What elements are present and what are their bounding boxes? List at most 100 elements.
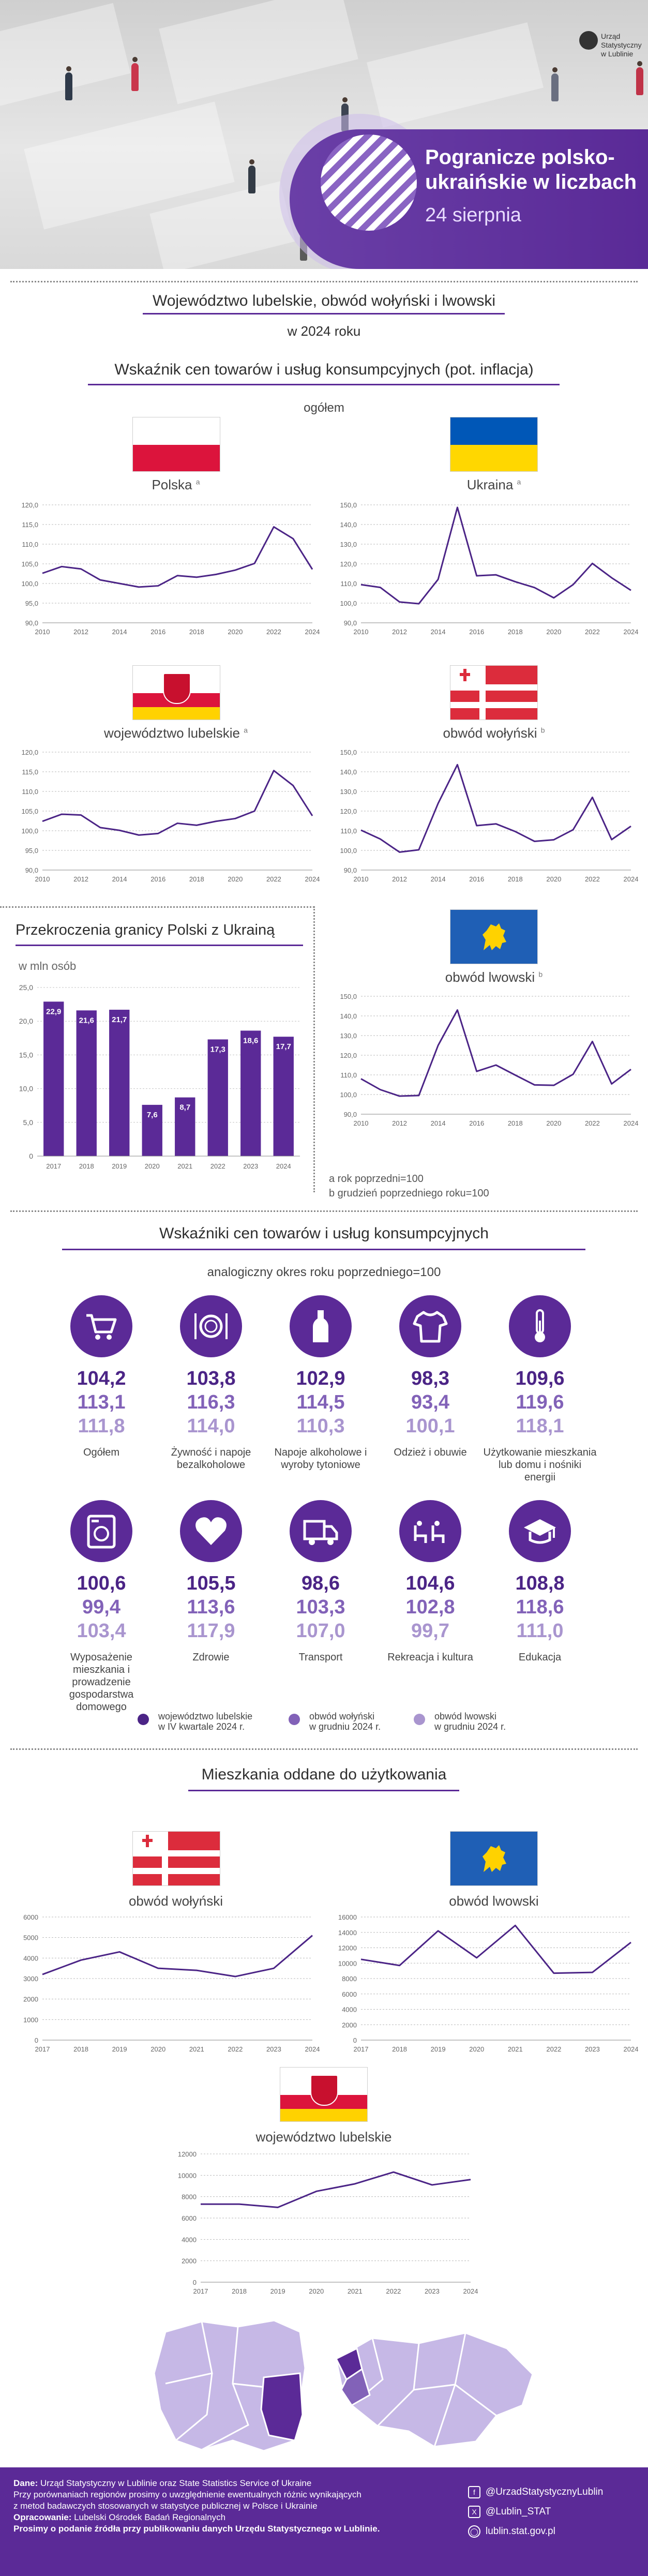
cross-icon (142, 1835, 153, 1847)
cross-icon (460, 669, 470, 681)
pedestrian-figure (551, 67, 559, 101)
y-tick-label: 95,0 (25, 600, 38, 607)
x-tick-label: 2019 (112, 1162, 127, 1170)
y-tick-label: 5,0 (23, 1118, 34, 1127)
y-tick-label: 20,0 (19, 1017, 33, 1025)
x-tick-label: 2014 (112, 875, 127, 883)
y-tick-label: 120,0 (21, 501, 38, 509)
x-tick-label: 2017 (354, 2045, 369, 2053)
statistics-office-logo[interactable]: Urząd Statystyczny w Lublinie (579, 30, 642, 59)
cpi-value-v2: 93,4 (411, 1391, 449, 1413)
section-divider (10, 1210, 638, 1212)
x-tick-label: 2022 (585, 628, 600, 636)
cpi-value-v3: 111,8 (78, 1415, 125, 1437)
cpi-value-v3: 99,7 (411, 1620, 449, 1642)
facebook-link[interactable]: f @UrzadStatystycznyLublin (468, 2486, 603, 2498)
x-tick-label: 2018 (392, 2045, 407, 2053)
cpi-value-v1: 109,6 (515, 1368, 565, 1389)
series-line (201, 2171, 471, 2208)
chart-inflation-lwowski: 90,0 100,0 110,0 120,0 130,0 140,0 150,0 2010 20… (340, 993, 638, 1127)
cpi-value-v3: 100,1 (405, 1415, 455, 1437)
x-tick-label: 2014 (431, 628, 446, 636)
x-tick-label: 2023 (266, 2045, 281, 2053)
x-tick-label: 2022 (266, 628, 281, 636)
border-unit: w mln osób (19, 960, 77, 972)
bar (207, 1039, 228, 1156)
hero-striped-circle (321, 134, 417, 231)
series-line (360, 1009, 631, 1097)
y-tick-label: 0 (193, 2279, 197, 2286)
page-title: Pogranicze polsko- ukraińskie w liczbach (425, 146, 637, 193)
y-tick-label: 110,0 (340, 1071, 357, 1079)
y-tick-label: 90,0 (25, 619, 38, 627)
cpi-value-v2: 99,4 (82, 1596, 120, 1618)
y-tick-label: 115,0 (22, 768, 38, 776)
cpi-value-v3: 103,4 (77, 1620, 126, 1642)
x-tick-label: 2022 (228, 2045, 243, 2053)
x-tick-label: 2021 (348, 2287, 363, 2295)
label-lwowski: obwód lwowski b (445, 969, 543, 985)
pedestrian-figure (65, 66, 72, 100)
x-tick-label: 2022 (546, 2045, 561, 2053)
logo-text-line1: Urząd Statystyczny (601, 32, 642, 49)
cpi-value-v1: 105,5 (186, 1572, 236, 1594)
y-tick-label: 10000 (338, 1959, 357, 1967)
map-ukraine (335, 2332, 534, 2448)
theatre-seats-icon (399, 1500, 461, 1562)
cpi-value-v3: 110,3 (296, 1415, 345, 1437)
x-link[interactable]: X @Lublin_STAT (468, 2506, 551, 2518)
cpi-category-label: Transport (298, 1652, 343, 1663)
cpi-category-label: Odzież i obuwie (394, 1447, 467, 1458)
y-tick-label: 6000 (23, 1913, 38, 1921)
x-tick-label: 2016 (469, 628, 484, 636)
cpi-value-v1: 98,3 (411, 1368, 449, 1389)
x-tick-label: 2018 (508, 628, 523, 636)
y-tick-label: 4000 (342, 2006, 357, 2014)
y-tick-label: 140,0 (340, 1012, 357, 1020)
y-tick-label: 16000 (338, 1913, 357, 1921)
flag-lviv (450, 909, 538, 964)
y-tick-label: 90,0 (344, 619, 357, 627)
y-tick-label: 2000 (182, 2257, 197, 2265)
housing-title: Mieszkania oddane do użytkowania (201, 1766, 447, 1783)
bar (240, 1030, 261, 1156)
x-tick-label: 2024 (624, 875, 639, 883)
flag-lubelskie (132, 665, 220, 720)
legend-wolynski: obwód wołyński w grudniu 2024 r. (309, 1711, 381, 1732)
bar-value-label: 18,6 (243, 1036, 258, 1045)
y-tick-label: 0 (29, 1152, 33, 1160)
bar-value-label: 7,6 (147, 1111, 158, 1119)
series-line (42, 526, 313, 588)
website-link[interactable]: ◯ lublin.stat.gov.pl (468, 2525, 555, 2538)
x-tick-label: 2023 (243, 1162, 258, 1170)
y-tick-label: 110,0 (340, 827, 357, 835)
cpi-value-v2: 118,6 (516, 1596, 564, 1618)
cpi-value-v1: 102,9 (296, 1368, 345, 1389)
y-tick-label: 110,0 (22, 788, 38, 796)
chart-housing-lwowski: 0 2000 4000 6000 8000 10000 12000 14000 16000 201… (338, 1913, 639, 2053)
y-tick-label: 3000 (23, 1975, 38, 1983)
y-tick-label: 100,0 (21, 827, 38, 835)
x-tick-label: 2010 (35, 628, 50, 636)
y-tick-label: 140,0 (340, 768, 357, 776)
y-tick-label: 95,0 (25, 847, 38, 855)
y-tick-label: 130,0 (340, 541, 357, 548)
y-tick-label: 140,0 (340, 521, 357, 529)
x-icon: X (468, 2506, 480, 2518)
washing-machine-icon-glyph (87, 1515, 116, 1549)
x-tick-label: 2024 (305, 628, 320, 636)
x-tick-label: 2020 (546, 1119, 561, 1127)
label-polska: Polska a (152, 477, 200, 492)
x-tick-label: 2020 (469, 2045, 484, 2053)
cpi-value-v3: 114,0 (187, 1415, 235, 1437)
x-tick-label: 2010 (35, 875, 50, 883)
y-tick-label: 4000 (182, 2236, 197, 2243)
chart-inflation-ukraina: 90,0 100,0 110,0 120,0 130,0 140,0 150,0 2010 20… (340, 501, 638, 636)
x-tick-label: 2020 (546, 628, 561, 636)
heart-icon (180, 1500, 242, 1562)
legend-dot-wolynski (289, 1714, 300, 1725)
thermometer-icon-glyph (535, 1309, 545, 1342)
note-b: b grudzień poprzedniego roku=100 (329, 1188, 489, 1199)
lion-icon (478, 919, 510, 955)
x-tick-label: 2014 (431, 1119, 446, 1127)
